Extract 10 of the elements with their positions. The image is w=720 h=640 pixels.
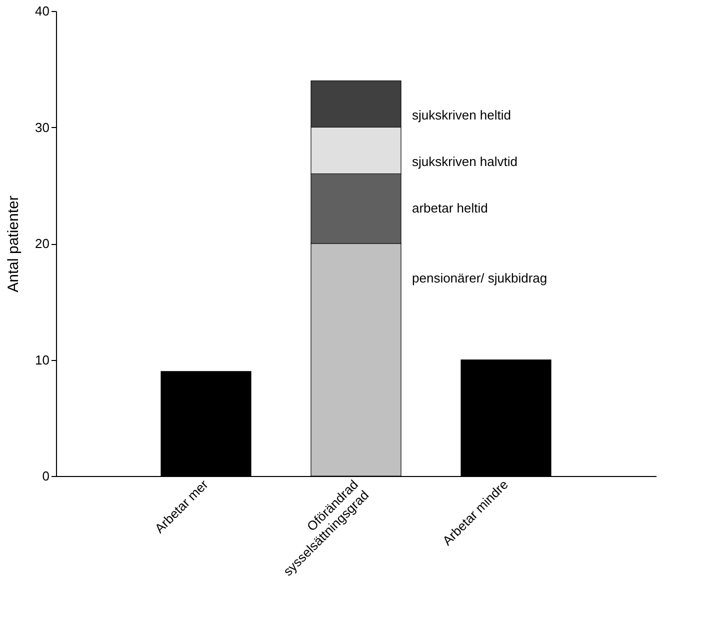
y-tick-label: 20 <box>35 236 50 251</box>
series-label: sjukskriven halvtid <box>412 154 518 170</box>
series-label: arbetar heltid <box>412 200 488 216</box>
y-tick-label: 0 <box>42 468 50 484</box>
y-tick-label: 30 <box>35 120 50 135</box>
series-label: pensionärer/ sjukbidrag <box>412 270 548 286</box>
y-axis-title: Antal patienter <box>5 196 22 292</box>
y-tick-label: 10 <box>35 352 50 368</box>
y-tick-label: 40 <box>35 4 50 18</box>
series-label: sjukskriven heltid <box>412 108 511 123</box>
